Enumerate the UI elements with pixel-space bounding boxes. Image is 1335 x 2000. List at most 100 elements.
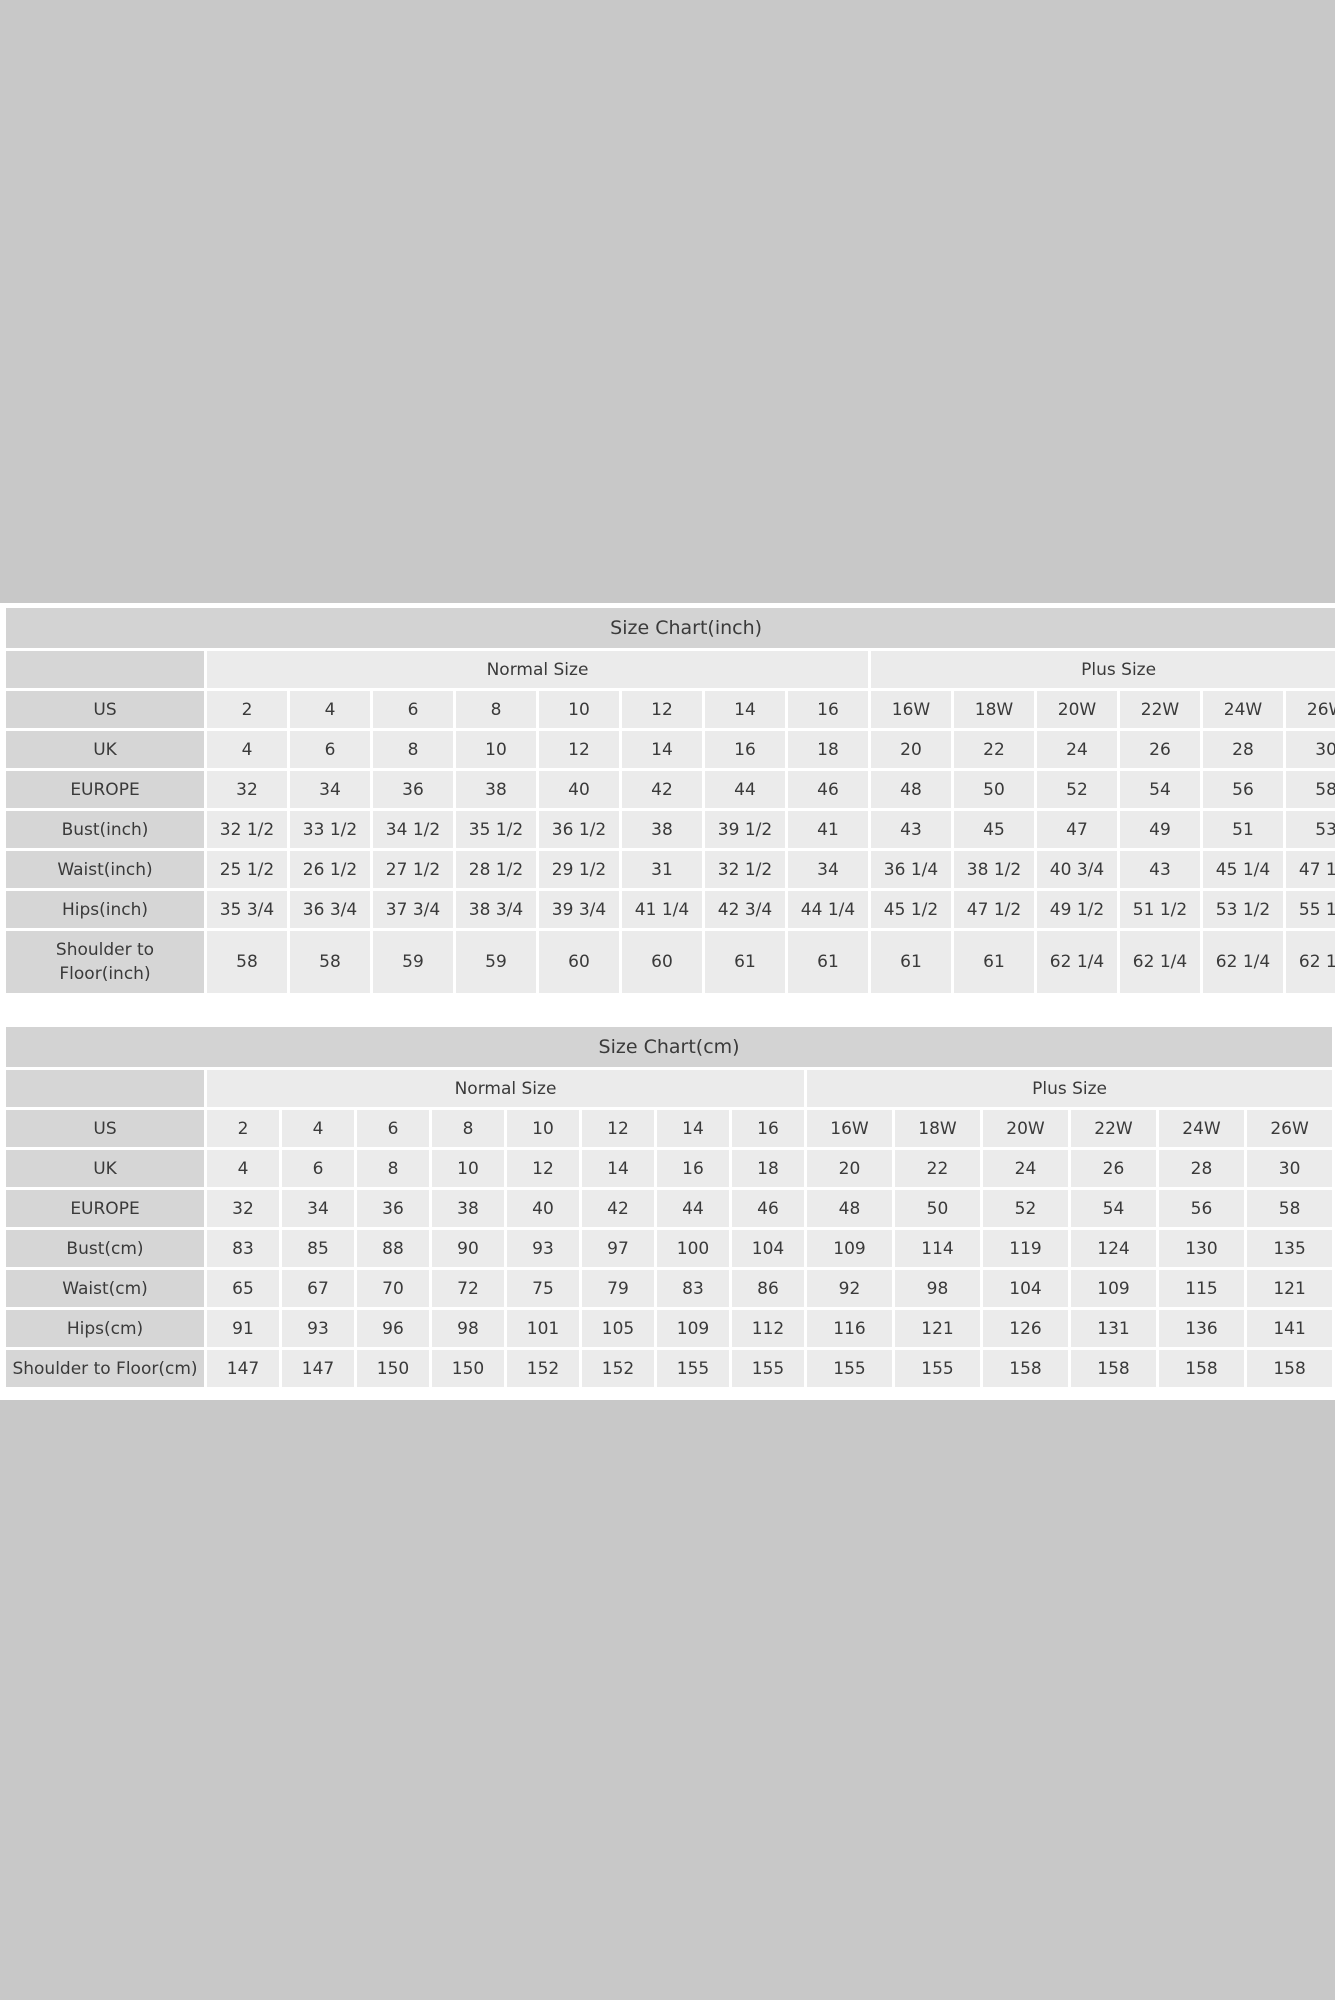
table-cell: 152 xyxy=(582,1350,654,1387)
table-cell: 158 xyxy=(1071,1350,1156,1387)
table-cell: 38 xyxy=(456,771,536,808)
table-cell: 44 xyxy=(705,771,785,808)
table-cell: 62 1/4 xyxy=(1037,931,1117,993)
table-cell: 26 xyxy=(1120,731,1200,768)
table-cell: 53 1/2 xyxy=(1203,891,1283,928)
table-cell: 38 3/4 xyxy=(456,891,536,928)
table-cell: 22W xyxy=(1120,691,1200,728)
table-cell: 46 xyxy=(732,1190,804,1227)
size-chart-cm-table: Size Chart(cm) Normal Size Plus Size US 2 4 6 8… xyxy=(3,1024,1335,1390)
table-cell: 60 xyxy=(539,931,619,993)
table-row: Hips(cm) 91 93 96 98 101 105 109 112 116 121 126 131… xyxy=(6,1310,1333,1347)
table-cell: 61 xyxy=(871,931,951,993)
row-label: UK xyxy=(6,731,204,768)
table-row: Waist(inch) 25 1/2 26 1/2 27 1/2 28 1/2 29 1/… xyxy=(6,851,1335,888)
table-cell: 56 xyxy=(1203,771,1283,808)
table-cell: 93 xyxy=(507,1230,579,1267)
table-cell: 32 1/2 xyxy=(705,851,785,888)
table-cell: 105 xyxy=(582,1310,654,1347)
table-cell: 126 xyxy=(983,1310,1068,1347)
table-cell: 24W xyxy=(1203,691,1283,728)
group-header-normal: Normal Size xyxy=(207,651,868,688)
table-cell: 6 xyxy=(290,731,370,768)
table-cell: 50 xyxy=(895,1190,980,1227)
table-cell: 34 xyxy=(290,771,370,808)
table-cell: 46 xyxy=(788,771,868,808)
table-cell: 116 xyxy=(807,1310,892,1347)
table-cell: 147 xyxy=(207,1350,279,1387)
table-cell: 16 xyxy=(657,1150,729,1187)
table-cell: 109 xyxy=(1071,1270,1156,1307)
table-cell: 33 1/2 xyxy=(290,811,370,848)
table-cell: 14 xyxy=(657,1110,729,1147)
table-cell: 158 xyxy=(1247,1350,1333,1387)
table-cell: 6 xyxy=(357,1110,429,1147)
table-cell: 104 xyxy=(732,1230,804,1267)
table-cell: 4 xyxy=(207,1150,279,1187)
table-cell: 119 xyxy=(983,1230,1068,1267)
table-cell: 48 xyxy=(807,1190,892,1227)
table-cell: 155 xyxy=(657,1350,729,1387)
table-cell: 61 xyxy=(788,931,868,993)
table-cell: 24 xyxy=(983,1150,1068,1187)
table-cell: 12 xyxy=(582,1110,654,1147)
table-cell: 100 xyxy=(657,1230,729,1267)
table-cell: 10 xyxy=(456,731,536,768)
table-cell: 62 1/4 xyxy=(1286,931,1335,993)
table-cell: 20W xyxy=(983,1110,1068,1147)
table-cell: 8 xyxy=(357,1150,429,1187)
table-cell: 50 xyxy=(954,771,1034,808)
table-cell: 22W xyxy=(1071,1110,1156,1147)
table-cell: 44 1/4 xyxy=(788,891,868,928)
table-cell: 16W xyxy=(807,1110,892,1147)
table-cell: 26W xyxy=(1247,1110,1333,1147)
table-cell: 18W xyxy=(895,1110,980,1147)
table-cell: 79 xyxy=(582,1270,654,1307)
table-cell: 41 1/4 xyxy=(622,891,702,928)
table-cell: 45 xyxy=(954,811,1034,848)
table-cell: 150 xyxy=(432,1350,504,1387)
table-cell: 83 xyxy=(207,1230,279,1267)
group-header-normal: Normal Size xyxy=(207,1070,804,1107)
table-cell: 26 xyxy=(1071,1150,1156,1187)
table-cell: 32 xyxy=(207,1190,279,1227)
table-cell: 53 xyxy=(1286,811,1335,848)
table-row: Shoulder to Floor(cm) 147 147 150 150 152 152 1… xyxy=(6,1350,1333,1387)
table-cell: 26 1/2 xyxy=(290,851,370,888)
group-header-plus: Plus Size xyxy=(807,1070,1333,1107)
table-cell: 8 xyxy=(373,731,453,768)
table-cell: 59 xyxy=(456,931,536,993)
table-cell: 92 xyxy=(807,1270,892,1307)
table-cell: 155 xyxy=(807,1350,892,1387)
table-cell: 49 1/2 xyxy=(1037,891,1117,928)
table-cell: 62 1/4 xyxy=(1203,931,1283,993)
table-cell: 135 xyxy=(1247,1230,1333,1267)
table-cell: 45 1/2 xyxy=(871,891,951,928)
table-cell: 60 xyxy=(622,931,702,993)
table-cell: 61 xyxy=(954,931,1034,993)
table-cell: 27 1/2 xyxy=(373,851,453,888)
table-row: Bust(inch) 32 1/2 33 1/2 34 1/2 35 1/2 36 1/2… xyxy=(6,811,1335,848)
table-cell: 152 xyxy=(507,1350,579,1387)
table-cell: 158 xyxy=(1159,1350,1244,1387)
table-cell: 22 xyxy=(954,731,1034,768)
size-chart-panel: Size Chart(inch) Normal Size Plus Size US 2 4… xyxy=(0,603,1335,1400)
table-row: Bust(cm) 83 85 88 90 93 97 100 104 109 114 119 124 13… xyxy=(6,1230,1333,1267)
table-cell: 47 xyxy=(1037,811,1117,848)
table-cell: 114 xyxy=(895,1230,980,1267)
table-cell: 48 xyxy=(871,771,951,808)
table-cell: 39 1/2 xyxy=(705,811,785,848)
row-label: Hips(inch) xyxy=(6,891,204,928)
table-cell: 65 xyxy=(207,1270,279,1307)
table-cell: 28 1/2 xyxy=(456,851,536,888)
row-label: Waist(inch) xyxy=(6,851,204,888)
table-cell: 6 xyxy=(282,1150,354,1187)
table-cell: 38 1/2 xyxy=(954,851,1034,888)
table-cell: 10 xyxy=(507,1110,579,1147)
table-cell: 88 xyxy=(357,1230,429,1267)
table-cell: 124 xyxy=(1071,1230,1156,1267)
table-cell: 112 xyxy=(732,1310,804,1347)
table-cell: 43 xyxy=(1120,851,1200,888)
